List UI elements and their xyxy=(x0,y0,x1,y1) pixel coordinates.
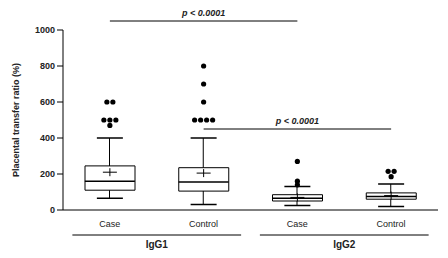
svg-text:IgG1: IgG1 xyxy=(146,239,169,250)
svg-text:p < 0.0001: p < 0.0001 xyxy=(181,8,225,18)
svg-text:800: 800 xyxy=(40,61,55,71)
svg-text:400: 400 xyxy=(40,133,55,143)
svg-text:Control: Control xyxy=(189,219,218,229)
svg-text:Placental transfer ratio (%): Placental transfer ratio (%) xyxy=(11,63,21,177)
svg-text:Case: Case xyxy=(287,219,308,229)
svg-text:0: 0 xyxy=(50,205,55,215)
svg-text:IgG2: IgG2 xyxy=(333,239,356,250)
svg-text:Control: Control xyxy=(377,219,406,229)
svg-text:600: 600 xyxy=(40,97,55,107)
svg-text:1000: 1000 xyxy=(35,25,55,35)
svg-text:Case: Case xyxy=(99,219,120,229)
svg-text:p < 0.0001: p < 0.0001 xyxy=(275,116,319,126)
svg-text:200: 200 xyxy=(40,169,55,179)
